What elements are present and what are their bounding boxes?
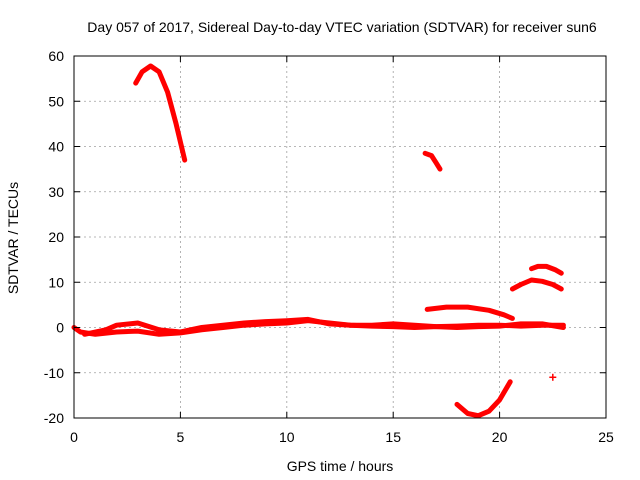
y-tick-label: 30	[48, 184, 64, 200]
series-arc-16h	[422, 150, 443, 172]
y-tick-label: -20	[44, 410, 64, 426]
chart-title: Day 057 of 2017, Sidereal Day-to-day VTE…	[87, 19, 597, 35]
x-tick-label: 5	[177, 429, 185, 445]
series-secondary-near-zero	[82, 316, 566, 337]
ticks: 0 5 10 15 20 25 -20 -10 0 10 20 30 40 50 60	[44, 48, 614, 445]
y-tick-label: 60	[48, 48, 64, 64]
data-layer	[71, 63, 566, 419]
data-point-isolated-point	[549, 373, 557, 381]
x-tick-label: 20	[492, 429, 508, 445]
grid	[74, 56, 606, 418]
series-arc-3h	[133, 63, 188, 163]
x-tick-label: 25	[598, 429, 614, 445]
series-arc-17h-20h	[424, 304, 515, 321]
x-axis-label: GPS time / hours	[287, 458, 394, 474]
y-tick-label: 10	[48, 274, 64, 290]
x-tick-label: 0	[70, 429, 78, 445]
y-tick-label: 0	[56, 320, 64, 336]
y-tick-label: 50	[48, 93, 64, 109]
x-tick-label: 10	[279, 429, 295, 445]
y-tick-label: -10	[44, 365, 64, 381]
y-tick-label: 20	[48, 229, 64, 245]
y-tick-label: 40	[48, 139, 64, 155]
y-axis-label: SDTVAR / TECUs	[5, 182, 21, 294]
series-arc-dip-19h	[454, 379, 513, 419]
x-tick-label: 15	[385, 429, 401, 445]
series-arc-21-23h-lower	[509, 277, 564, 292]
series-arc-21-23h-upper	[529, 263, 564, 276]
